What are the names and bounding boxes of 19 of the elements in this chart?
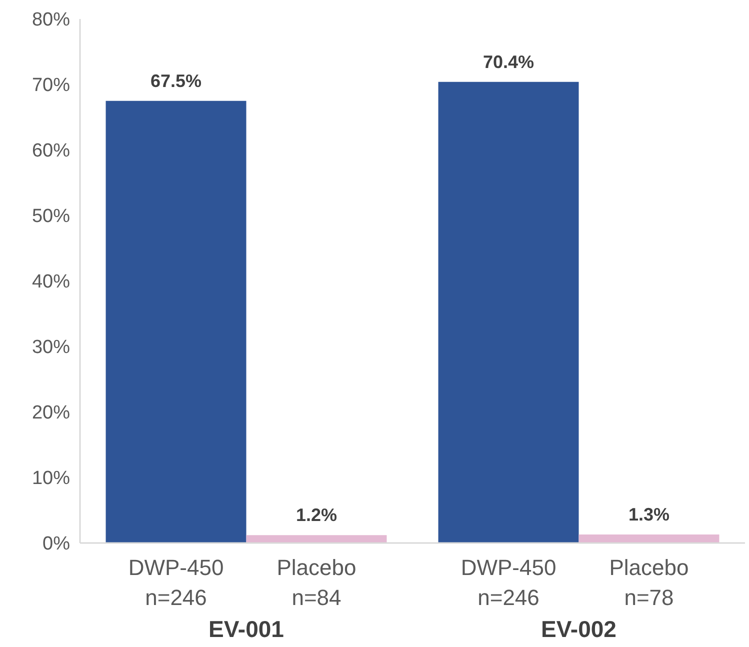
y-tick-label: 50% (32, 206, 70, 228)
y-tick-label: 70% (32, 75, 70, 96)
y-tick-label: 60% (32, 140, 70, 162)
x-tick-label: Placebo n=78 (609, 555, 689, 610)
x-tick-label: Placebo n=84 (276, 555, 356, 610)
y-tick-label: 20% (32, 402, 70, 424)
data-label: 70.4% (482, 52, 534, 72)
y-tick-label: 40% (32, 272, 70, 293)
y-tick-label: 10% (32, 468, 70, 490)
text: EV-001 (208, 616, 284, 642)
x-tick-label: DWP-450 n=246 (460, 555, 556, 610)
y-tick-label: 0% (42, 534, 70, 555)
data-label: 1.3% (628, 504, 670, 524)
y-tick-label: 80% (32, 10, 70, 31)
data-label: 1.2% (296, 505, 338, 526)
data-label: 67.5% (150, 70, 202, 91)
x-tick-label: DWP-450 n=246 (128, 555, 224, 610)
y-tick-label: 30% (32, 337, 70, 358)
text: EV-002 (541, 616, 616, 642)
